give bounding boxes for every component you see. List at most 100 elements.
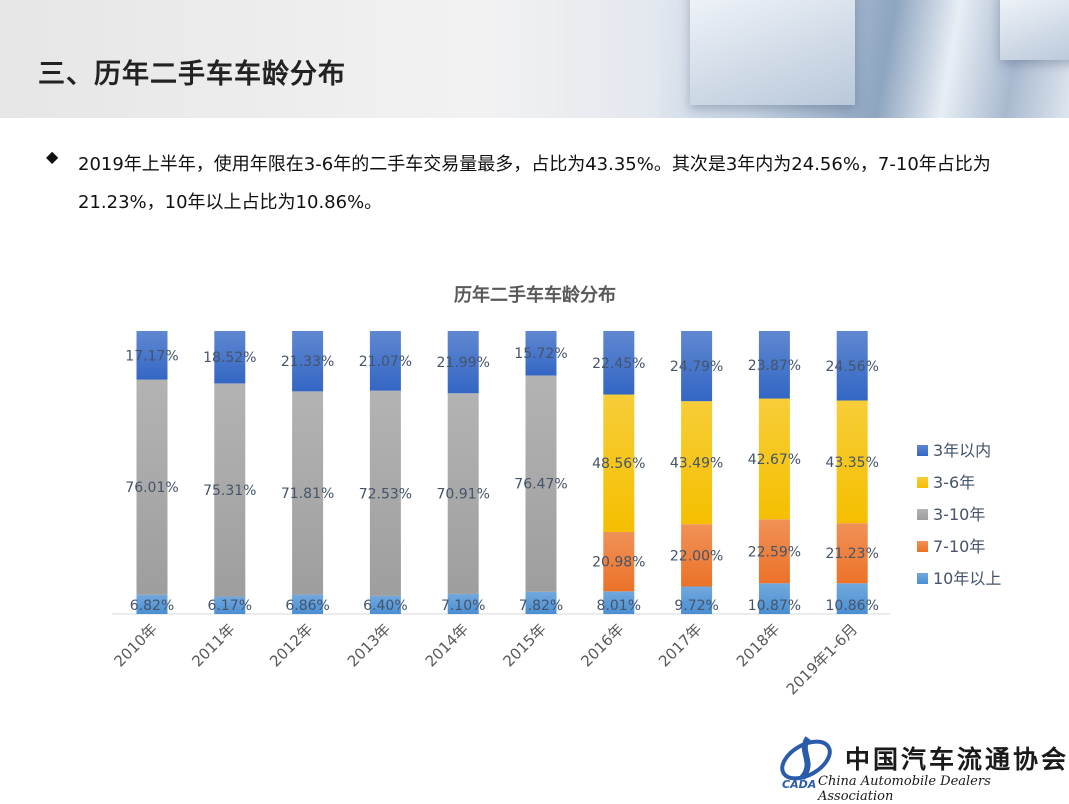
header-banner (0, 0, 1069, 118)
data-label: 70.91% (437, 487, 490, 503)
x-tick-label: 2016年 (577, 620, 627, 670)
legend-swatch (917, 477, 928, 488)
data-label: 76.01% (125, 480, 178, 496)
bar-segment-10年以上 (292, 594, 324, 614)
data-label: 24.79% (670, 359, 723, 375)
data-label: 75.31% (203, 483, 256, 499)
bar-segment-10年以上 (525, 591, 557, 614)
legend-swatch (917, 445, 928, 456)
bar-segment-10年以上 (136, 594, 168, 614)
header-photo (660, 0, 1069, 118)
data-label: 21.99% (437, 355, 490, 371)
legend-label: 10年以上 (933, 569, 1001, 588)
bar-segment-3-6年 (681, 401, 713, 525)
legend-label: 7-10年 (933, 537, 985, 556)
data-label: 6.40% (363, 598, 407, 614)
diamond-bullet-icon: ◆ (46, 147, 59, 166)
decorative-cube (1000, 0, 1069, 60)
bar-segment-3-10年 (214, 383, 246, 597)
bar-segment-3年以内 (447, 331, 479, 394)
data-label: 17.17% (125, 348, 178, 364)
data-label: 48.56% (592, 456, 645, 472)
bar-segment-3年以内 (758, 331, 790, 399)
x-tick-label: 2012年 (266, 620, 316, 670)
bar-segment-10年以上 (447, 593, 479, 614)
x-tick-label: 2018年 (733, 620, 783, 670)
bar-segment-7-10年 (681, 524, 713, 587)
data-label: 15.72% (514, 346, 567, 362)
bar-segment-3-10年 (525, 375, 557, 592)
data-label: 10.87% (748, 598, 801, 614)
data-label: 22.59% (748, 544, 801, 560)
legend-label: 3年以内 (933, 441, 991, 460)
data-label: 43.49% (670, 456, 723, 472)
bar-segment-3年以内 (681, 331, 713, 402)
bar-segment-10年以上 (214, 596, 246, 614)
data-label: 10.86% (826, 598, 879, 614)
legend-swatch (917, 509, 928, 520)
bar-segment-3年以内 (525, 330, 557, 376)
bar-segment-3年以内 (214, 331, 246, 384)
bar-segment-7-10年 (603, 531, 635, 592)
x-tick-label: 2017年 (655, 620, 705, 670)
data-label: 72.53% (359, 486, 412, 502)
data-label: 9.72% (674, 598, 718, 614)
data-label: 6.17% (208, 598, 252, 614)
bar-segment-3年以内 (836, 331, 868, 401)
x-tick-label: 2013年 (344, 620, 394, 670)
bar-segment-3-6年 (603, 394, 635, 532)
decorative-cube (690, 0, 855, 105)
data-label: 7.82% (519, 598, 563, 614)
data-label: 21.23% (826, 546, 879, 562)
data-label: 24.56% (826, 359, 879, 375)
bar-segment-7-10年 (836, 523, 868, 584)
bar-segment-3-6年 (836, 400, 868, 524)
bar-segment-10年以上 (681, 586, 713, 614)
data-label: 6.86% (285, 598, 329, 614)
bar-segment-10年以上 (836, 583, 868, 614)
bar-segment-7-10年 (758, 519, 790, 584)
x-tick-label: 2015年 (499, 620, 549, 670)
data-label: 42.67% (748, 452, 801, 468)
cada-logo-mark: CADA (780, 736, 832, 790)
data-label: 6.82% (130, 598, 174, 614)
bar-segment-3年以内 (136, 331, 168, 380)
data-label: 22.45% (592, 356, 645, 372)
x-tick-label: 2019年1-6月 (783, 620, 861, 698)
bar-segment-3年以内 (603, 331, 635, 395)
data-label: 18.52% (203, 350, 256, 366)
legend-swatch (917, 573, 928, 584)
legend-label: 3-6年 (933, 473, 975, 492)
logo-english-name: China Automobile Dealers Association (818, 774, 991, 804)
data-label: 21.33% (281, 354, 334, 370)
bar-segment-10年以上 (603, 591, 635, 614)
data-label: 71.81% (281, 486, 334, 502)
bar-segment-3-6年 (758, 398, 790, 520)
data-label: 23.87% (748, 358, 801, 374)
data-label: 76.47% (514, 477, 567, 493)
x-tick-label: 2010年 (110, 620, 160, 670)
chart-title: 历年二手车车龄分布 (454, 284, 616, 306)
data-label: 8.01% (597, 598, 641, 614)
data-label: 7.10% (441, 598, 485, 614)
bar-segment-10年以上 (369, 595, 401, 614)
legend-swatch (917, 541, 928, 552)
bar-segment-3年以内 (369, 331, 401, 391)
bar-segment-3年以内 (292, 331, 324, 392)
svg-text:CADA: CADA (782, 778, 816, 790)
legend-label: 3-10年 (933, 505, 985, 524)
summary-text: 2019年上半年，使用年限在3-6年的二手车交易量最多，占比为43.35%。其次… (78, 154, 991, 213)
data-label: 21.07% (359, 354, 412, 370)
logo-chinese-name: 中国汽车流通协会 (845, 745, 1069, 774)
data-label: 43.35% (826, 455, 879, 471)
data-label: 20.98% (592, 555, 645, 571)
bar-segment-3-10年 (447, 393, 479, 594)
bar-segment-3-10年 (369, 390, 401, 596)
bar-segment-3-10年 (292, 391, 324, 595)
bar-segment-10年以上 (758, 583, 790, 614)
page-title: 三、历年二手车车龄分布 (38, 59, 346, 90)
data-label: 22.00% (670, 548, 723, 564)
bar-segment-3-10年 (136, 379, 168, 595)
x-tick-label: 2014年 (422, 620, 472, 670)
